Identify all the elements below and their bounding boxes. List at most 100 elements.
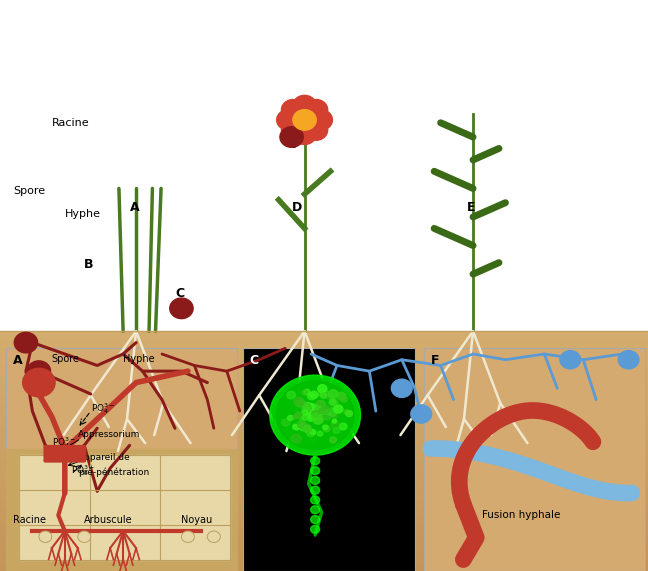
- Circle shape: [293, 95, 316, 116]
- Circle shape: [301, 403, 311, 412]
- Circle shape: [281, 120, 305, 140]
- Circle shape: [301, 408, 307, 412]
- FancyBboxPatch shape: [43, 445, 86, 463]
- Circle shape: [319, 389, 328, 397]
- Circle shape: [78, 531, 91, 542]
- Circle shape: [313, 407, 323, 416]
- Text: PO$_4^{3-}$: PO$_4^{3-}$: [91, 401, 115, 416]
- Circle shape: [339, 423, 347, 430]
- Circle shape: [297, 421, 306, 428]
- Circle shape: [340, 396, 347, 402]
- Circle shape: [307, 429, 315, 437]
- Circle shape: [325, 409, 330, 415]
- Circle shape: [294, 397, 304, 406]
- Circle shape: [317, 431, 323, 436]
- Circle shape: [315, 407, 319, 411]
- Bar: [424, 348, 645, 571]
- Circle shape: [313, 416, 323, 424]
- Circle shape: [307, 404, 318, 412]
- Circle shape: [310, 457, 319, 465]
- Circle shape: [321, 406, 330, 415]
- Text: Fusion hyphale: Fusion hyphale: [483, 510, 561, 520]
- Circle shape: [333, 428, 340, 433]
- Circle shape: [391, 379, 412, 397]
- Text: F: F: [431, 354, 439, 367]
- Circle shape: [303, 425, 311, 432]
- Circle shape: [329, 401, 334, 405]
- Text: Spore: Spore: [52, 354, 80, 364]
- Circle shape: [330, 437, 336, 443]
- Circle shape: [282, 419, 290, 426]
- Text: Arbuscule: Arbuscule: [84, 515, 133, 525]
- Circle shape: [315, 409, 321, 415]
- Circle shape: [320, 392, 327, 398]
- Circle shape: [307, 411, 312, 415]
- Circle shape: [323, 426, 330, 432]
- Circle shape: [301, 390, 307, 395]
- Text: F: F: [292, 138, 300, 151]
- Circle shape: [311, 411, 319, 417]
- Circle shape: [319, 409, 325, 415]
- Circle shape: [411, 405, 432, 423]
- Circle shape: [330, 421, 340, 428]
- Circle shape: [334, 405, 343, 413]
- Text: C: C: [249, 354, 259, 367]
- Circle shape: [307, 416, 314, 421]
- Text: Racine: Racine: [13, 515, 46, 525]
- Text: PO$_4^{3-}$: PO$_4^{3-}$: [71, 464, 96, 478]
- Circle shape: [313, 413, 318, 418]
- Circle shape: [39, 531, 52, 542]
- Circle shape: [302, 410, 308, 415]
- Circle shape: [310, 467, 319, 475]
- Circle shape: [301, 424, 308, 431]
- FancyBboxPatch shape: [6, 348, 237, 571]
- Circle shape: [316, 413, 325, 421]
- Circle shape: [309, 110, 332, 130]
- Circle shape: [207, 531, 220, 542]
- Circle shape: [294, 425, 299, 430]
- Circle shape: [293, 415, 297, 419]
- Text: A: A: [13, 354, 23, 367]
- Circle shape: [303, 413, 309, 417]
- Text: Racine: Racine: [52, 118, 89, 128]
- Circle shape: [181, 531, 194, 542]
- Circle shape: [288, 416, 294, 420]
- Text: Appareil de: Appareil de: [78, 453, 130, 462]
- Circle shape: [316, 403, 321, 408]
- Circle shape: [310, 516, 319, 524]
- Text: pré-pénétration: pré-pénétration: [78, 468, 149, 477]
- Circle shape: [310, 496, 319, 504]
- Circle shape: [323, 425, 328, 429]
- Circle shape: [277, 110, 300, 130]
- Circle shape: [344, 409, 349, 415]
- Circle shape: [308, 412, 318, 420]
- Text: A: A: [130, 201, 139, 214]
- Circle shape: [302, 415, 309, 420]
- Text: C: C: [175, 287, 184, 300]
- Circle shape: [273, 378, 357, 452]
- Circle shape: [318, 409, 323, 413]
- Circle shape: [310, 391, 318, 399]
- Circle shape: [325, 393, 333, 399]
- Circle shape: [287, 391, 295, 399]
- Circle shape: [311, 405, 321, 414]
- Circle shape: [308, 393, 316, 400]
- Circle shape: [293, 110, 316, 130]
- Circle shape: [316, 405, 325, 413]
- Circle shape: [299, 424, 307, 431]
- Text: PO$_4^{3-}$: PO$_4^{3-}$: [52, 435, 76, 450]
- Text: D: D: [292, 201, 302, 214]
- Circle shape: [297, 400, 305, 407]
- Circle shape: [170, 298, 193, 319]
- Circle shape: [276, 381, 354, 449]
- Circle shape: [280, 127, 303, 147]
- Circle shape: [330, 399, 338, 405]
- Text: Appressorium: Appressorium: [78, 431, 140, 440]
- Circle shape: [316, 400, 325, 409]
- Circle shape: [312, 412, 318, 417]
- Circle shape: [310, 486, 319, 494]
- Circle shape: [313, 414, 321, 421]
- Circle shape: [305, 120, 328, 140]
- Circle shape: [305, 99, 328, 120]
- Circle shape: [23, 368, 55, 397]
